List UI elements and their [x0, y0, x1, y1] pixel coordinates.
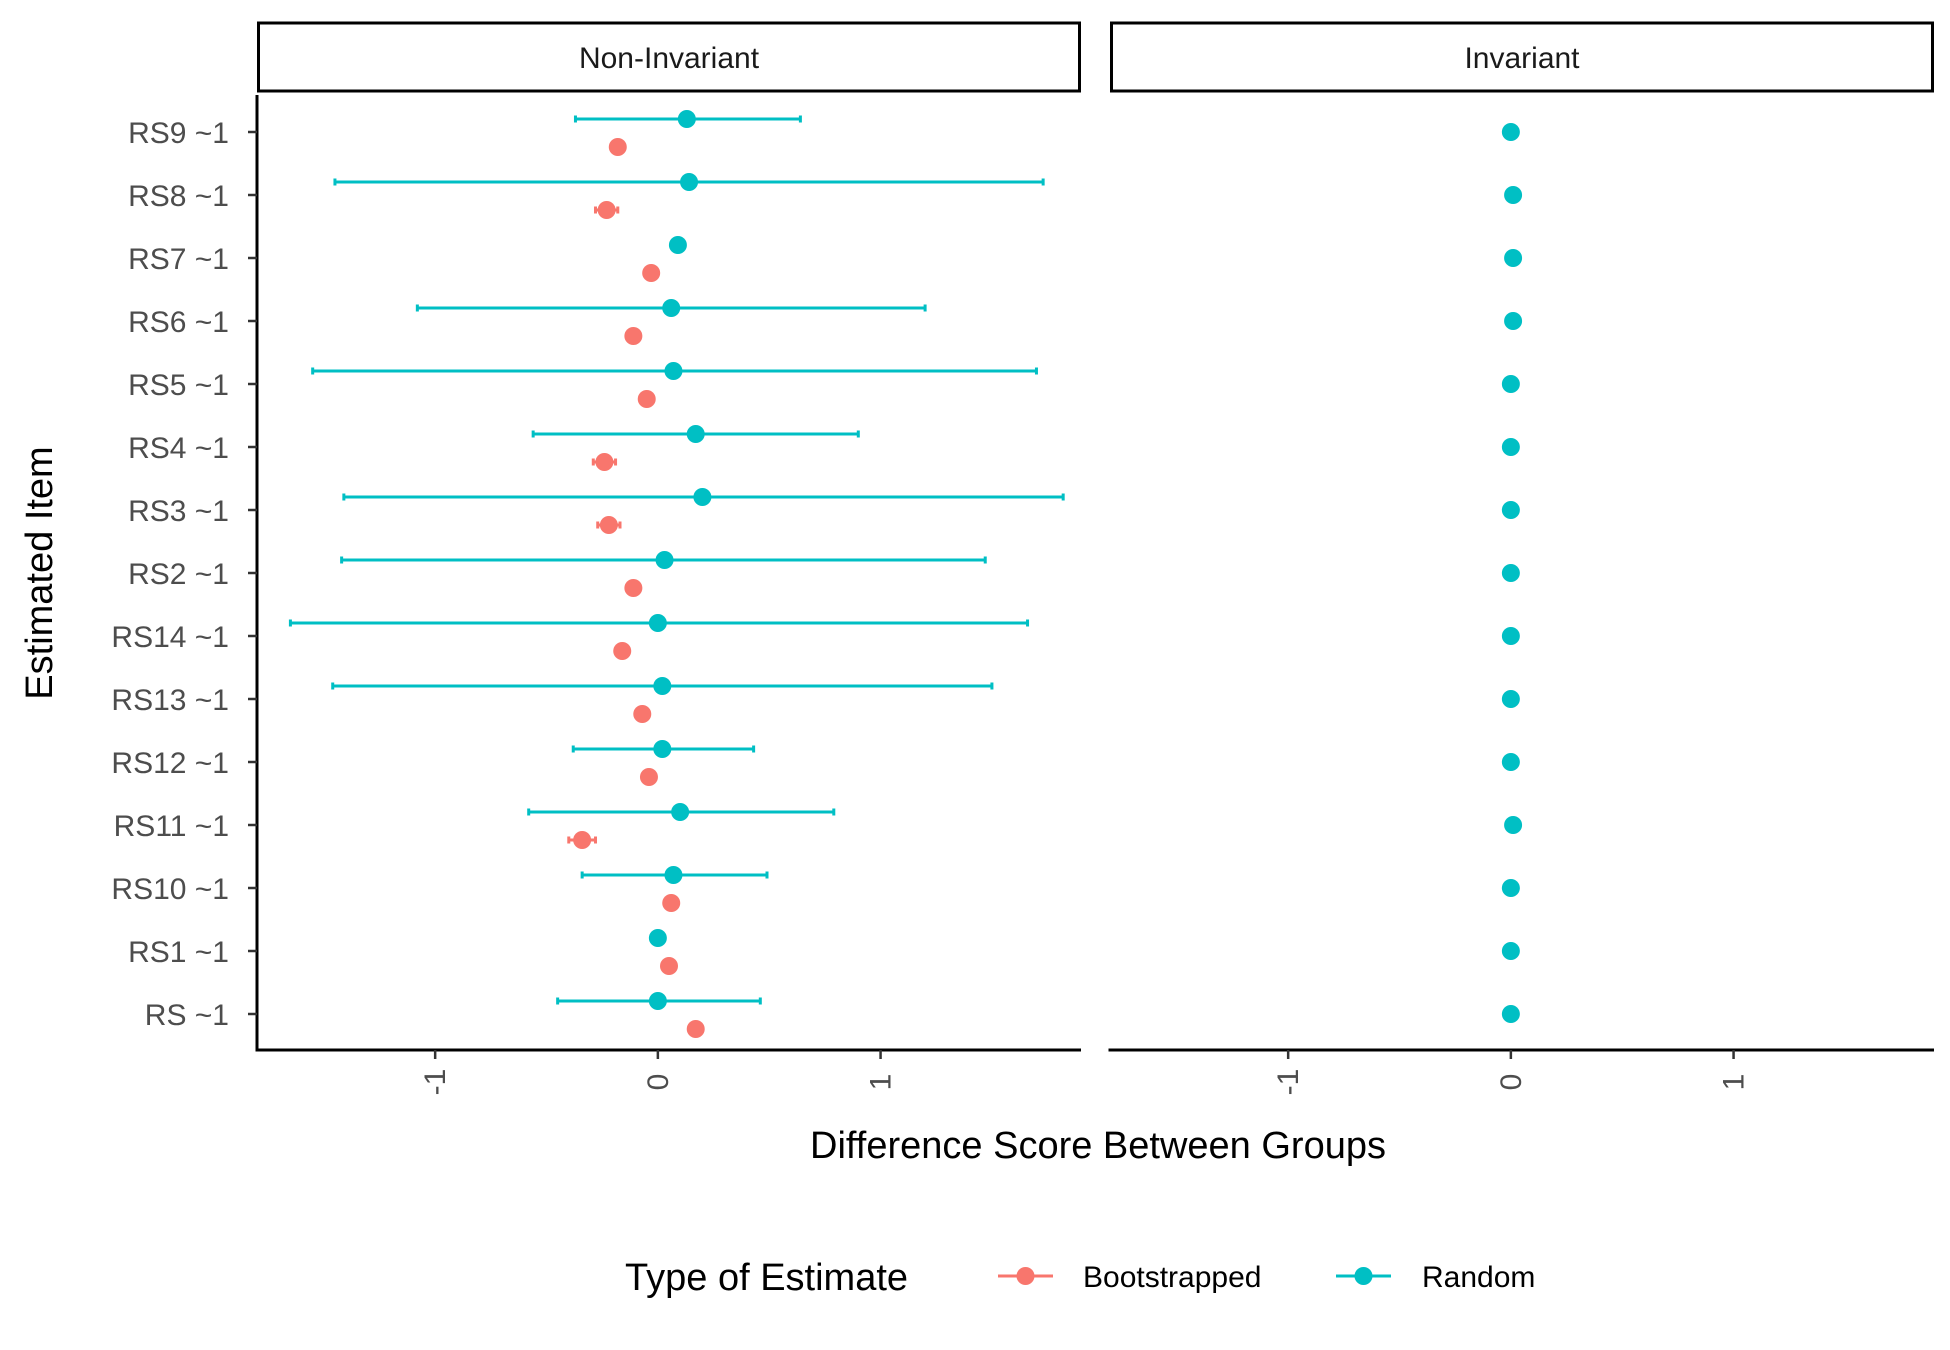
- point-random: [648, 929, 667, 947]
- x-tick-label: -1: [419, 1069, 452, 1096]
- point-random: [664, 362, 683, 380]
- point-random: [1501, 879, 1520, 897]
- point-bootstrapped: [637, 390, 656, 408]
- point-random: [668, 236, 687, 254]
- point-bootstrapped: [633, 705, 652, 723]
- legend-item-bootstrapped: Bootstrapped: [998, 1261, 1261, 1294]
- series-random-non-invariant: [288, 110, 1065, 1010]
- point-bootstrapped: [686, 1020, 705, 1038]
- point-random: [664, 866, 683, 884]
- point-random: [1501, 627, 1520, 645]
- legend-title: Type of Estimate: [625, 1257, 908, 1299]
- legend-key-point: [1354, 1267, 1373, 1285]
- legend: Type of Estimate Bootstrapped Random: [625, 1257, 1535, 1299]
- data-marks: [288, 110, 1523, 1038]
- point-bootstrapped: [599, 516, 618, 534]
- point-random: [653, 677, 672, 695]
- facet-strips: Non-Invariant Invariant: [257, 21, 1934, 93]
- point-random: [1501, 501, 1520, 519]
- point-random: [693, 488, 712, 506]
- point-random: [677, 110, 696, 128]
- y-tick-label: RS11 ~1: [114, 810, 229, 843]
- y-tick-label: RS4 ~1: [128, 432, 229, 465]
- point-random: [662, 299, 681, 317]
- point-random: [1501, 123, 1520, 141]
- y-tick-label: RS3 ~1: [128, 495, 229, 528]
- point-random: [1501, 438, 1520, 456]
- y-axis-title: Estimated Item: [19, 446, 61, 699]
- point-bootstrapped: [595, 453, 614, 471]
- point-random: [1501, 375, 1520, 393]
- point-bootstrapped: [662, 894, 681, 912]
- point-bootstrapped: [624, 579, 643, 597]
- y-tick-label: RS6 ~1: [128, 306, 229, 339]
- y-tick-label: RS12 ~1: [111, 747, 229, 780]
- point-random: [686, 425, 705, 443]
- x-tick-label: 0: [1495, 1074, 1528, 1091]
- point-random: [671, 803, 690, 821]
- point-random: [1501, 942, 1520, 960]
- point-random: [1504, 312, 1523, 330]
- y-tick-label: RS9 ~1: [128, 117, 229, 150]
- y-tick-label: RS2 ~1: [128, 558, 229, 591]
- y-tick-label: RS7 ~1: [128, 243, 229, 276]
- point-bootstrapped: [573, 831, 592, 849]
- facet-label-invariant: Invariant: [1464, 42, 1580, 75]
- facet-label-non-invariant: Non-Invariant: [579, 42, 760, 75]
- y-tick-label: RS1 ~1: [128, 936, 229, 969]
- facet-strip-non-invariant: [257, 21, 1081, 93]
- y-tick-label: RS8 ~1: [128, 180, 229, 213]
- point-random: [1501, 753, 1520, 771]
- point-random: [1504, 816, 1523, 834]
- x-tick-label: 1: [865, 1074, 898, 1091]
- series-random-invariant: [1501, 123, 1523, 1023]
- point-bootstrapped: [642, 264, 661, 282]
- x-axis-title: Difference Score Between Groups: [810, 1125, 1386, 1167]
- y-tick-label: RS5 ~1: [128, 369, 229, 402]
- point-bootstrapped: [660, 957, 678, 975]
- point-random: [648, 614, 667, 632]
- legend-item-random: Random: [1336, 1261, 1535, 1294]
- facet-strip-invariant: [1110, 21, 1934, 93]
- point-bootstrapped: [597, 201, 616, 219]
- point-random: [1501, 690, 1520, 708]
- point-bootstrapped: [624, 327, 643, 345]
- legend-label: Bootstrapped: [1083, 1261, 1261, 1294]
- series-bootstrapped-non-invariant: [567, 138, 705, 1038]
- point-random: [655, 551, 674, 569]
- point-bootstrapped: [613, 642, 632, 660]
- point-random: [1501, 564, 1520, 582]
- x-axes: -1 0 1 -1 0 1: [255, 1048, 1934, 1096]
- point-random: [1501, 1005, 1520, 1023]
- legend-label: Random: [1422, 1261, 1535, 1294]
- point-random: [648, 992, 667, 1010]
- legend-key-point: [1016, 1267, 1035, 1285]
- point-random: [1504, 249, 1523, 267]
- y-tick-label: RS13 ~1: [111, 684, 229, 717]
- point-random: [680, 173, 699, 191]
- x-tick-label: 1: [1718, 1074, 1751, 1091]
- point-random: [653, 740, 672, 758]
- y-axis: RS9 ~1 RS8 ~1 RS7 ~1 RS6 ~1 RS5 ~1 RS4 ~1 RS3 …: [111, 95, 259, 1052]
- y-tick-label: RS ~1: [145, 999, 229, 1032]
- x-tick-label: -1: [1272, 1069, 1305, 1096]
- x-tick-label: 0: [642, 1074, 675, 1091]
- point-random: [1504, 186, 1523, 204]
- point-bootstrapped: [608, 138, 627, 156]
- y-tick-label: RS14 ~1: [111, 621, 229, 654]
- y-tick-label: RS10 ~1: [111, 873, 229, 906]
- point-bootstrapped: [639, 768, 658, 786]
